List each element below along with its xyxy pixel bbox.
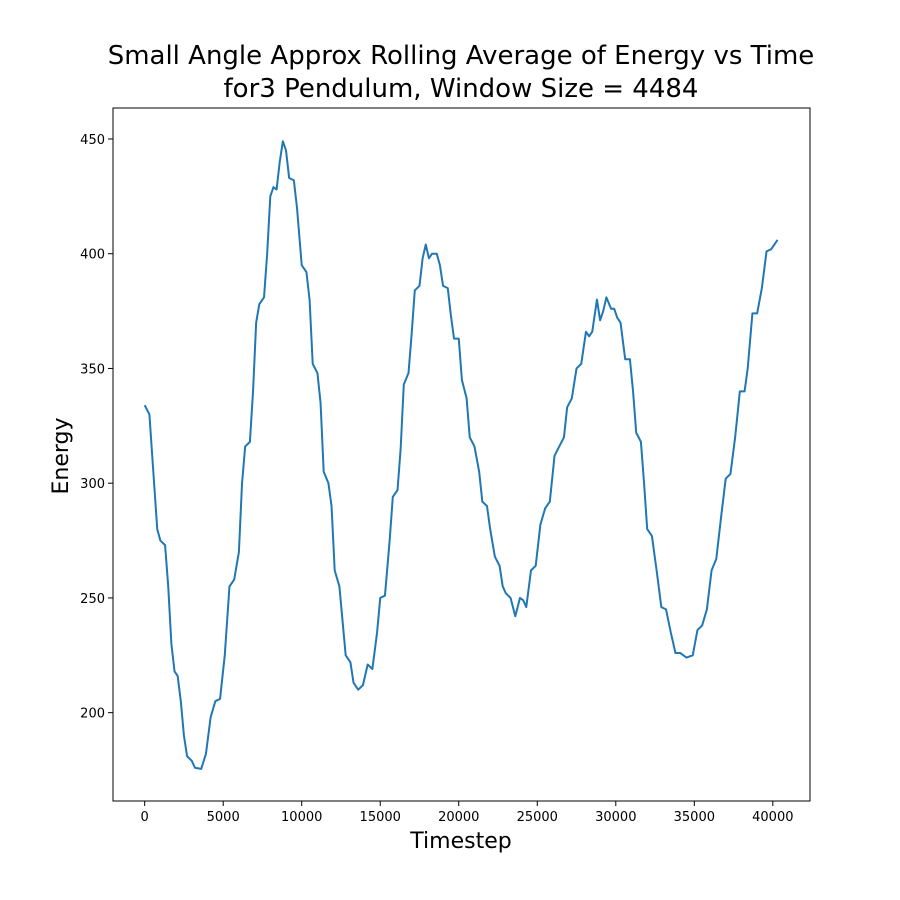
y-tick-label: 400 bbox=[80, 248, 105, 263]
x-tick-label: 15000 bbox=[360, 810, 401, 825]
y-tick-label: 450 bbox=[80, 133, 105, 148]
x-tick-label: 20000 bbox=[438, 810, 479, 825]
x-tick-label: 25000 bbox=[517, 810, 558, 825]
x-tick-label: 0 bbox=[141, 810, 149, 825]
x-tick-label: 35000 bbox=[674, 810, 715, 825]
y-tick-label: 300 bbox=[80, 477, 105, 492]
y-tick-label: 200 bbox=[80, 707, 105, 722]
y-tick-label: 250 bbox=[80, 592, 105, 607]
x-tick-label: 30000 bbox=[595, 810, 636, 825]
chart-title: Small Angle Approx Rolling Average of En… bbox=[107, 41, 815, 104]
y-axis-label: Energy bbox=[49, 417, 74, 494]
plot-frame bbox=[112, 107, 811, 802]
data-line bbox=[143, 140, 779, 770]
x-tick-label: 5000 bbox=[207, 810, 240, 825]
x-tick-label: 40000 bbox=[752, 810, 793, 825]
x-tick-label: 10000 bbox=[281, 810, 322, 825]
x-axis-label: Timestep bbox=[409, 829, 511, 854]
y-tick-label: 350 bbox=[80, 362, 105, 377]
